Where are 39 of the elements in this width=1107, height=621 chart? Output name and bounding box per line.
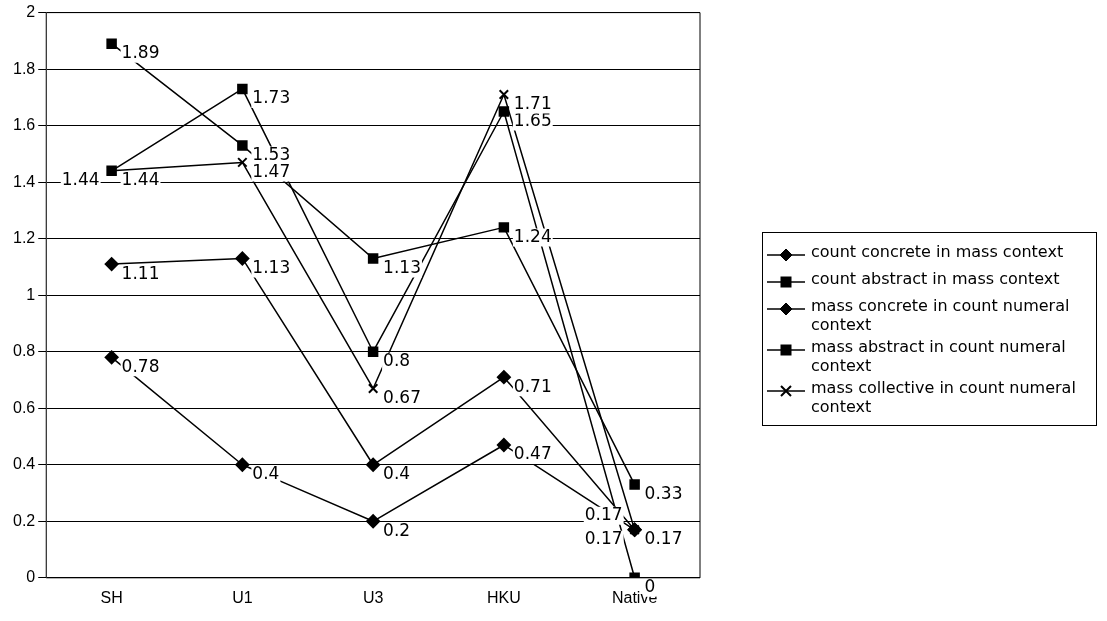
data-label: 0.8 <box>383 350 411 371</box>
y-tick-label: 1.6 <box>12 116 36 134</box>
y-tick-label: 1 <box>26 285 36 303</box>
y-tick-label: 2 <box>26 3 36 21</box>
data-label: 1.44 <box>121 169 160 190</box>
data-label: 1.53 <box>252 143 291 164</box>
data-label: 1.13 <box>383 256 421 277</box>
data-label: 1.13 <box>252 256 291 277</box>
legend-label: count concrete in mass context <box>811 242 1064 261</box>
legend-label: count abstract in mass context <box>811 269 1060 288</box>
data-label: 1.73 <box>252 87 291 108</box>
data-label: 0.71 <box>513 375 552 396</box>
data-label: 0.17 <box>584 504 623 525</box>
x-tick-label: U1 <box>232 588 253 606</box>
data-label: 1.44 <box>61 169 100 190</box>
y-tick-label: 1.4 <box>12 172 36 190</box>
data-label: 1.89 <box>121 42 160 63</box>
data-label: 1.24 <box>513 225 552 246</box>
y-tick-label: 0.6 <box>12 398 36 416</box>
legend-label: mass collective in count numeral context <box>811 378 1077 416</box>
data-label: 0.4 <box>252 463 280 484</box>
data-label: 1.11 <box>121 262 160 283</box>
data-label: 0.4 <box>383 463 411 484</box>
y-tick-label: 1.2 <box>12 229 36 247</box>
y-tick-label: 0.2 <box>12 511 36 529</box>
data-label: 0.17 <box>644 528 683 549</box>
data-label: 0.47 <box>513 443 552 464</box>
x-tick-label: HKU <box>486 588 521 606</box>
data-label: 0.33 <box>644 482 683 503</box>
data-label: 0.17 <box>584 528 623 549</box>
x-tick-label: SH <box>100 588 123 606</box>
x-tick-label: U3 <box>362 588 384 606</box>
y-tick-label: 0 <box>26 568 36 586</box>
data-label: 0.67 <box>383 386 421 407</box>
y-tick-label: 1.8 <box>12 59 36 77</box>
data-label: 0.2 <box>383 519 411 540</box>
y-tick-label: 0.4 <box>12 455 36 473</box>
data-label: 0.78 <box>121 355 160 376</box>
y-tick-label: 0.8 <box>12 342 36 360</box>
